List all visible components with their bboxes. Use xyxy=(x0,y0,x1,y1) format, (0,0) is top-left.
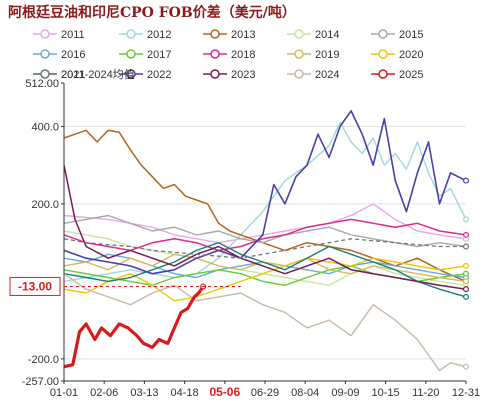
x-tick-label-12-31: 12-31 xyxy=(452,387,480,399)
legend-2016-marker xyxy=(40,49,50,59)
legend-2014-marker xyxy=(294,29,304,39)
legend-2022-label: 2022 xyxy=(147,69,171,81)
legend-2013-marker xyxy=(210,29,220,39)
y-tick-label-512: 512.00 xyxy=(25,78,59,90)
series-2024 xyxy=(63,273,467,372)
legend-2018-label: 2018 xyxy=(231,49,255,61)
x-tick-label-09-09: 09-09 xyxy=(331,387,359,399)
reference-line: -13.00 xyxy=(9,276,241,296)
reference-label: -13.00 xyxy=(18,279,52,293)
legend-2017-label: 2017 xyxy=(147,49,171,61)
legend-2015-label: 2015 xyxy=(399,29,423,41)
legend-2020-label: 2020 xyxy=(399,49,423,61)
legend: 2011 2012 2013 2014 2015 2016 2017 2018 2019 2020… xyxy=(33,29,423,81)
legend-2025-marker xyxy=(378,69,388,79)
series-2025 xyxy=(63,285,205,369)
series-2020-end xyxy=(463,262,470,269)
legend-2012-marker xyxy=(126,29,136,39)
legend-2016-label: 2016 xyxy=(61,49,85,61)
x-tick-label-06-29: 06-29 xyxy=(251,387,279,399)
y-tick-label-200: 200.0 xyxy=(31,199,59,211)
legend-20112024-label: 2011-2024均值 xyxy=(61,68,135,81)
legend-2023-marker xyxy=(210,69,220,79)
legend-2025-label: 2025 xyxy=(399,69,423,81)
x-tick-label-05-06: 05-06 xyxy=(209,385,240,399)
series-layer xyxy=(63,110,470,372)
legend-2022-marker xyxy=(126,69,136,79)
series-2019-end xyxy=(463,278,470,285)
legend-2019-label: 2019 xyxy=(315,49,339,61)
series-2020 xyxy=(63,257,467,302)
x-tick-label-02-06: 02-06 xyxy=(90,387,118,399)
y-tick-label--200: -200.0 xyxy=(28,354,59,366)
y-tick-label-400: 400.0 xyxy=(31,121,59,133)
reference-label-box xyxy=(9,276,61,296)
x-tick-label-01-01: 01-01 xyxy=(50,387,78,399)
y-tick-label--257: -257.00 xyxy=(22,376,59,388)
legend-2021-label: 2021 xyxy=(61,69,85,81)
legend-2019-marker xyxy=(294,49,304,59)
legend-2024-marker xyxy=(294,69,304,79)
series-2023 xyxy=(63,165,467,290)
series-2022 xyxy=(63,110,467,275)
series-20112024-end xyxy=(463,243,470,250)
x-tick-label-11-20: 11-20 xyxy=(412,387,439,399)
legend-2020-marker xyxy=(378,49,388,59)
legend-20112024-marker xyxy=(40,69,50,79)
x-tick-label-04-18: 04-18 xyxy=(171,387,199,399)
legend-2011-label: 2011 xyxy=(61,29,85,41)
series-2022-end xyxy=(463,177,470,184)
x-tick-label-10-15: 10-15 xyxy=(372,387,400,399)
legend-2014-label: 2014 xyxy=(315,29,339,41)
legend-2018-marker xyxy=(210,49,220,59)
series-2017-end xyxy=(463,270,470,277)
x-tick-label-08-04: 08-04 xyxy=(291,387,319,399)
series-20112024 xyxy=(63,238,466,259)
series-2013 xyxy=(63,129,467,283)
series-2018-end xyxy=(463,231,470,238)
legend-2024-label: 2024 xyxy=(315,69,339,81)
series-2021 xyxy=(63,241,467,298)
series-2012-end xyxy=(463,216,470,223)
series-2024-end xyxy=(463,363,470,370)
legend-2015-marker xyxy=(378,29,388,39)
legend-2011-marker xyxy=(40,29,50,39)
series-2023-end xyxy=(463,286,470,293)
grid xyxy=(64,125,466,360)
legend-2012-label: 2012 xyxy=(147,29,171,41)
legend-2023-label: 2023 xyxy=(231,69,255,81)
legend-2013-label: 2013 xyxy=(231,29,255,41)
chart-title: 阿根廷豆油和印尼CPO FOB价差（美元/吨） xyxy=(8,4,296,21)
x-tick-label-03-13: 03-13 xyxy=(130,387,158,399)
legend-2017-marker xyxy=(126,49,136,59)
series-2021-end xyxy=(463,293,470,300)
series-2015 xyxy=(63,214,467,248)
axes xyxy=(63,83,466,382)
